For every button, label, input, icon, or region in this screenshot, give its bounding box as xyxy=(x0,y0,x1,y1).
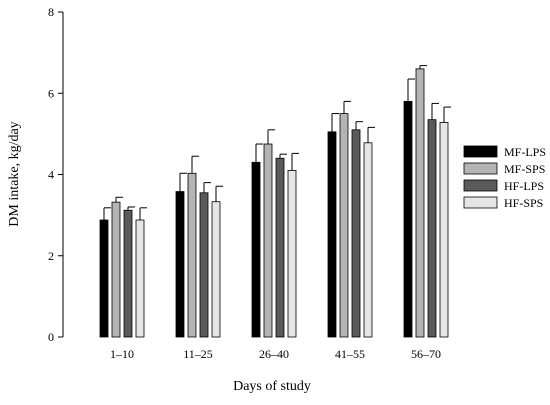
legend-label: HF-LPS xyxy=(504,179,544,193)
bar-hf-sps-4 xyxy=(439,122,449,338)
bar-mf-sps-2 xyxy=(263,143,273,338)
legend-swatch-mf-lps xyxy=(463,145,498,158)
y-tick-label: 6 xyxy=(48,86,54,100)
bar-mf-sps-0 xyxy=(111,201,121,338)
bar-hf-lps-4 xyxy=(427,119,437,338)
bar-hf-lps-0 xyxy=(123,209,133,338)
legend-swatch-hf-lps xyxy=(463,179,498,192)
bar-mf-sps-3 xyxy=(339,113,349,338)
bar-hf-sps-3 xyxy=(363,142,373,338)
bar-mf-sps-4 xyxy=(415,68,425,338)
x-tick-label: 56–70 xyxy=(411,347,441,361)
y-tick-label: 4 xyxy=(48,168,54,182)
bar-hf-sps-2 xyxy=(287,170,297,338)
x-tick-label: 1–10 xyxy=(110,347,134,361)
legend-swatch-hf-sps xyxy=(463,196,498,209)
x-tick-label: 41–55 xyxy=(335,347,365,361)
bar-hf-lps-2 xyxy=(275,157,285,338)
bar-mf-lps-0 xyxy=(99,219,109,338)
y-ticks: 0 2 4 6 8 xyxy=(48,5,63,344)
x-tick-label: 26–40 xyxy=(259,347,289,361)
legend: MF-LPS MF-SPS HF-LPS HF-SPS xyxy=(463,145,546,210)
bar-mf-lps-2 xyxy=(251,161,261,338)
bar-hf-sps-1 xyxy=(211,201,221,338)
y-tick-label: 0 xyxy=(48,330,54,344)
plot-area xyxy=(99,65,451,338)
bar-mf-lps-1 xyxy=(175,191,185,338)
bar-hf-sps-0 xyxy=(135,219,145,338)
bar-hf-lps-1 xyxy=(199,192,209,338)
legend-label: HF-SPS xyxy=(504,196,543,210)
legend-label: MF-LPS xyxy=(504,145,546,159)
bar-mf-sps-1 xyxy=(187,172,197,338)
bar-mf-lps-4 xyxy=(403,100,413,338)
x-axis-title: Days of study xyxy=(233,379,311,394)
legend-swatch-mf-sps xyxy=(463,162,498,175)
x-ticks: 1–10 11–25 26–40 41–55 56–70 xyxy=(110,347,441,361)
bar-hf-lps-3 xyxy=(351,129,361,338)
y-tick-label: 2 xyxy=(48,249,54,263)
x-tick-label: 11–25 xyxy=(183,347,213,361)
y-axis-title: DM intake, kg/day xyxy=(7,121,22,226)
legend-label: MF-SPS xyxy=(504,162,545,176)
y-tick-label: 8 xyxy=(48,5,54,19)
bar-mf-lps-3 xyxy=(327,131,337,338)
